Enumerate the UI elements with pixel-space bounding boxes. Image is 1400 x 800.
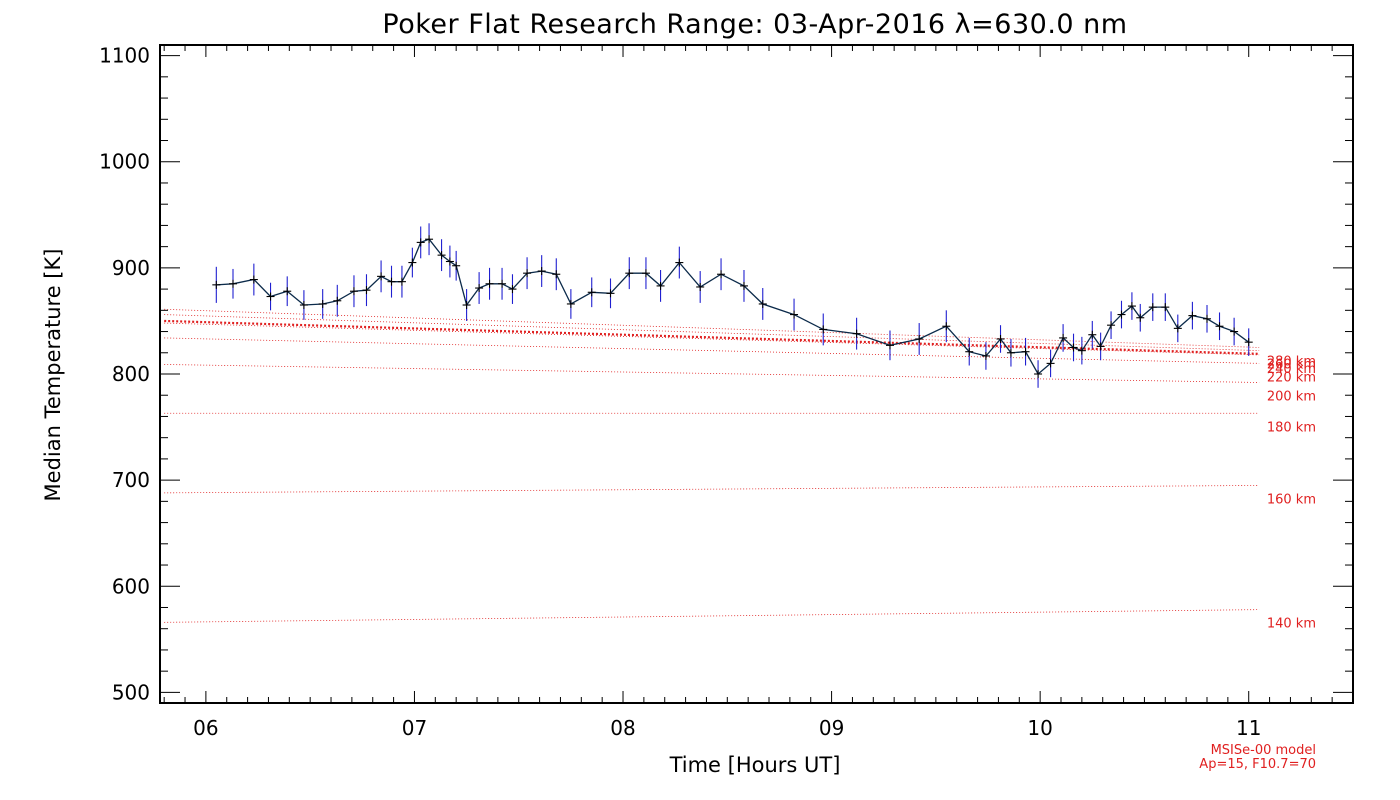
chart-title: Poker Flat Research Range: 03-Apr-2016 λ…	[382, 9, 1127, 40]
model-line-label: 220 km	[1267, 370, 1316, 385]
model-annotation-line1: MSISe-00 model	[1211, 743, 1316, 758]
model-line-label: 200 km	[1267, 389, 1316, 404]
x-tick-label: 11	[1236, 716, 1261, 740]
y-tick-label: 500	[112, 680, 150, 704]
y-axis-label: Median Temperature [K]	[41, 249, 65, 502]
model-line	[164, 485, 1260, 494]
model-line	[164, 314, 1260, 352]
model-line	[164, 322, 1260, 356]
model-line	[164, 337, 1260, 364]
model-line-label: 260 km	[1267, 358, 1316, 373]
y-tick-label: 1000	[99, 150, 150, 174]
model-line-label: 180 km	[1267, 420, 1316, 435]
x-tick-label: 09	[819, 716, 844, 740]
model-line-label: 160 km	[1267, 492, 1316, 507]
series-line	[216, 238, 1250, 376]
y-tick-label: 900	[112, 256, 150, 280]
y-tick-label: 800	[112, 362, 150, 386]
model-line	[164, 609, 1260, 623]
model-line	[164, 308, 1260, 348]
y-tick-label: 700	[112, 468, 150, 492]
model-annotation-line2: Ap=15, F10.7=70	[1199, 757, 1316, 772]
x-tick-label: 06	[193, 716, 218, 740]
x-axis-ticks: 06 07 08 09 10 11	[163, 45, 1354, 740]
x-tick-label: 07	[402, 716, 427, 740]
y-axis-ticks: 500 600 700 800 900 1000 1100	[99, 44, 1353, 704]
x-tick-label: 08	[610, 716, 635, 740]
plot-frame	[159, 44, 1354, 704]
x-tick-label: 10	[1027, 716, 1052, 740]
y-tick-label: 1100	[99, 44, 150, 68]
model-line-label: 240 km	[1267, 362, 1316, 377]
model-line	[164, 364, 1260, 383]
series-layer	[212, 223, 1253, 388]
model-lines	[164, 308, 1260, 623]
model-line-label: 280 km	[1267, 354, 1316, 369]
x-axis-label: Time [Hours UT]	[669, 753, 841, 777]
y-tick-label: 600	[112, 574, 150, 598]
model-line-label: 140 km	[1267, 617, 1316, 632]
